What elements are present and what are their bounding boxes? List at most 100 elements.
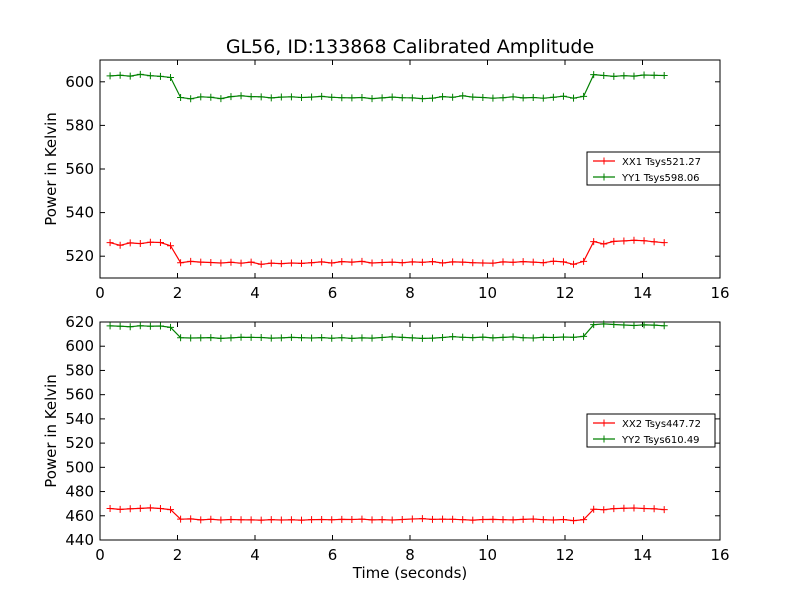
legend-box xyxy=(586,151,721,186)
data-point xyxy=(469,334,477,342)
data-point xyxy=(570,260,578,268)
data-point xyxy=(318,516,326,524)
data-point xyxy=(519,94,527,102)
data-point xyxy=(509,93,517,101)
legend-marker xyxy=(601,419,607,427)
data-point xyxy=(570,333,578,341)
data-point xyxy=(459,258,467,266)
x-tick-label: 4 xyxy=(250,284,260,302)
data-point xyxy=(428,258,436,266)
data-point xyxy=(509,516,517,524)
data-point xyxy=(207,334,215,342)
y-tick-label: 540 xyxy=(65,204,94,222)
data-point xyxy=(509,258,517,266)
data-point xyxy=(167,323,175,331)
data-point xyxy=(348,94,356,102)
data-point xyxy=(207,93,215,101)
data-point xyxy=(408,258,416,266)
x-tick-label: 10 xyxy=(478,546,497,564)
data-point xyxy=(348,516,356,524)
data-point xyxy=(378,516,386,524)
data-point xyxy=(247,516,255,524)
data-point xyxy=(479,93,487,101)
data-point xyxy=(167,242,175,250)
series-yy xyxy=(106,70,668,103)
data-point xyxy=(519,258,527,266)
data-point xyxy=(358,515,366,523)
data-point xyxy=(177,93,185,101)
data-point xyxy=(136,504,144,512)
data-point xyxy=(630,322,638,330)
chart-title: GL56, ID:133868 Calibrated Amplitude xyxy=(226,36,594,58)
data-point xyxy=(116,241,124,249)
data-point xyxy=(610,321,618,329)
data-point xyxy=(439,334,447,342)
data-point xyxy=(479,516,487,524)
x-tick-label: 12 xyxy=(555,546,574,564)
x-tick-label: 2 xyxy=(173,284,183,302)
data-point xyxy=(318,258,326,266)
data-point xyxy=(610,237,618,245)
data-point xyxy=(408,334,416,342)
data-point xyxy=(439,515,447,523)
data-point xyxy=(106,505,114,513)
data-point xyxy=(267,94,275,102)
data-point xyxy=(600,320,608,328)
data-point xyxy=(449,333,457,341)
data-point xyxy=(277,516,285,524)
data-point xyxy=(358,334,366,342)
data-point xyxy=(368,95,376,103)
data-point xyxy=(136,322,144,330)
data-point xyxy=(106,239,114,247)
legend-box xyxy=(586,413,716,448)
data-point xyxy=(489,515,497,523)
data-point xyxy=(529,515,537,523)
data-point xyxy=(106,322,114,330)
data-point xyxy=(499,516,507,524)
data-point xyxy=(328,93,336,101)
data-point xyxy=(418,515,426,523)
data-point xyxy=(237,259,245,267)
data-point xyxy=(348,334,356,342)
data-point xyxy=(358,93,366,101)
data-point xyxy=(106,72,114,80)
data-point xyxy=(439,93,447,101)
legend-marker xyxy=(601,173,607,181)
y-tick-label: 560 xyxy=(65,160,94,178)
data-point xyxy=(388,258,396,266)
legend-marker xyxy=(601,435,607,443)
y-tick-label: 500 xyxy=(65,458,94,476)
data-point xyxy=(156,322,164,330)
data-point xyxy=(469,259,477,267)
y-tick-label: 460 xyxy=(65,507,94,525)
data-point xyxy=(428,515,436,523)
data-point xyxy=(630,504,638,512)
y-tick-label: 580 xyxy=(65,361,94,379)
data-point xyxy=(590,505,598,513)
x-tick-label: 8 xyxy=(405,284,415,302)
data-point xyxy=(287,259,295,267)
data-point xyxy=(610,72,618,80)
legend-label: YY1 Tsys598.06 xyxy=(621,173,700,184)
data-point xyxy=(549,516,557,524)
data-point xyxy=(388,516,396,524)
data-point xyxy=(640,237,648,245)
data-point xyxy=(600,71,608,79)
data-point xyxy=(156,72,164,80)
data-point xyxy=(146,322,154,330)
x-tick-label: 16 xyxy=(710,284,729,302)
x-tick-label: 0 xyxy=(95,284,105,302)
data-point xyxy=(469,93,477,101)
data-point xyxy=(378,94,386,102)
y-tick-label: 580 xyxy=(65,116,94,134)
data-point xyxy=(570,517,578,525)
y-tick-label: 560 xyxy=(65,386,94,404)
data-point xyxy=(287,516,295,524)
data-point xyxy=(660,322,668,330)
x-tick-label: 14 xyxy=(633,284,652,302)
x-tick-label: 4 xyxy=(250,546,260,564)
data-point xyxy=(126,72,134,80)
data-point xyxy=(318,92,326,100)
